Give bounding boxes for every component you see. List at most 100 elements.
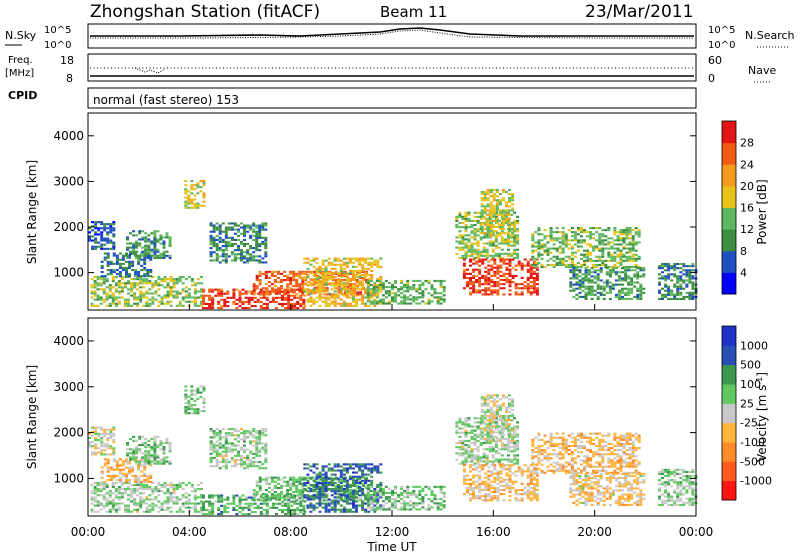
power-cell (508, 188, 511, 191)
power-cell (586, 243, 590, 246)
velocity-cell (125, 480, 128, 483)
velocity-cell (252, 491, 256, 494)
power-cell (535, 283, 539, 286)
power-cell (144, 252, 148, 255)
power-cell (187, 194, 191, 197)
power-cell (286, 276, 290, 279)
power-cell (532, 272, 536, 275)
power-cell (412, 284, 416, 287)
power-cell (394, 292, 397, 295)
power-cell (667, 287, 671, 290)
velocity-cell (328, 476, 332, 479)
power-cell (412, 286, 416, 289)
nsky-trace (90, 27, 694, 37)
velocity-cell (187, 498, 191, 501)
velocity-cell (96, 481, 100, 484)
velocity-cell (159, 460, 163, 463)
power-cell (472, 291, 476, 294)
velocity-cell (217, 498, 221, 501)
velocity-cell (148, 508, 152, 511)
power-cell (483, 207, 487, 210)
velocity-cell (352, 481, 355, 484)
velocity-cell (97, 439, 101, 442)
power-cell (361, 302, 365, 305)
power-cell (661, 267, 664, 270)
power-cell (181, 290, 185, 293)
power-cell (172, 294, 176, 297)
velocity-cell (278, 498, 281, 501)
power-cell (103, 247, 107, 250)
power-cell (202, 192, 206, 195)
velocity-cell (202, 506, 205, 509)
velocity-cell (112, 447, 116, 450)
velocity-cell (141, 435, 145, 438)
velocity-cell (132, 456, 136, 459)
power-cell (472, 289, 476, 292)
power-cell (370, 290, 374, 293)
power-cell (256, 300, 260, 303)
power-cell (103, 237, 107, 240)
power-cell (376, 265, 380, 268)
velocity-cell (330, 483, 334, 486)
power-cell (498, 209, 502, 212)
power-cell (151, 292, 155, 295)
power-cell (243, 245, 246, 248)
power-cell (540, 253, 544, 256)
power-cell (664, 269, 668, 272)
power-cell (258, 232, 262, 235)
power-cell (486, 205, 490, 208)
velocity-cell (264, 493, 268, 496)
velocity-cell (144, 452, 148, 455)
velocity-cell (145, 483, 149, 486)
power-cell (130, 288, 134, 291)
power-cell (537, 261, 541, 264)
velocity-cell (139, 500, 143, 503)
power-cell (400, 286, 404, 289)
power-cell (331, 293, 335, 296)
power-cell (281, 302, 284, 305)
power-cell (415, 288, 419, 291)
power-cell (534, 241, 538, 244)
velocity-cell (265, 504, 269, 507)
velocity-cell (373, 467, 377, 470)
power-cell (99, 288, 103, 291)
power-cell (244, 307, 248, 310)
power-cell (470, 242, 474, 245)
power-cell (455, 246, 459, 249)
power-cell (415, 290, 419, 293)
power-cell (169, 294, 173, 297)
velocity-cell (262, 500, 266, 503)
power-cell (458, 248, 462, 251)
velocity-cell (124, 504, 127, 507)
power-cell (607, 266, 611, 269)
power-cell (315, 280, 319, 283)
velocity-cell (132, 448, 136, 451)
velocity-cell (154, 498, 158, 501)
power-cell (472, 258, 476, 261)
power-cell (613, 247, 617, 250)
power-cell (639, 293, 643, 296)
power-cell (355, 259, 358, 262)
power-cell (212, 245, 216, 248)
power-cell (196, 282, 200, 285)
power-cell (676, 289, 680, 292)
velocity-cell (112, 434, 116, 437)
power-cell (202, 298, 205, 301)
power-cell (508, 197, 511, 200)
power-cell (592, 247, 596, 250)
power-cell (593, 271, 597, 274)
power-cell (187, 196, 191, 199)
power-cell (211, 302, 215, 305)
power-cell (467, 248, 471, 251)
power-cell (667, 263, 671, 266)
power-cell (259, 305, 263, 308)
power-cell (162, 242, 166, 245)
power-cell (140, 264, 144, 267)
velocity-cell (124, 510, 127, 513)
power-cell (639, 291, 643, 294)
power-cell (361, 269, 365, 272)
power-cell (555, 255, 559, 258)
power-cell (520, 283, 524, 286)
velocity-cell (128, 462, 131, 465)
power-cell (616, 237, 620, 240)
